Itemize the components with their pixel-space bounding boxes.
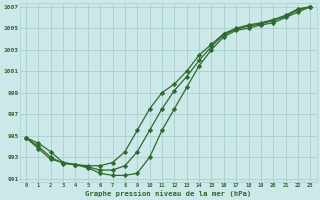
X-axis label: Graphe pression niveau de la mer (hPa): Graphe pression niveau de la mer (hPa)	[85, 190, 251, 197]
